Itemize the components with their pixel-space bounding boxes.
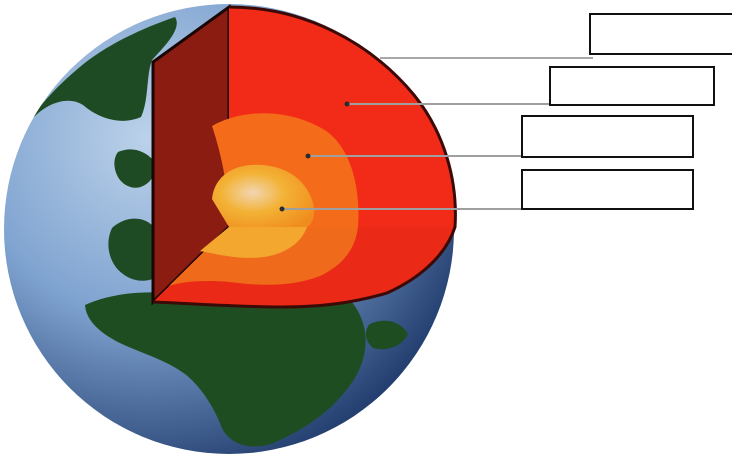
inner-core-pointer-dot (279, 206, 285, 212)
inner-core-label-box[interactable] (521, 169, 694, 210)
mantle-pointer-dot (344, 101, 350, 107)
iberia-landmass (108, 218, 155, 281)
outer-core-label-box[interactable] (521, 115, 694, 158)
inner-core-lower-face (200, 227, 307, 258)
mantle-label-box[interactable] (549, 66, 715, 106)
wedge-outline (152, 5, 457, 309)
inner-core-layer (212, 164, 315, 227)
outer-core-pointer-dot (305, 153, 311, 159)
africa-landmass (85, 292, 366, 447)
crust-label-box[interactable] (589, 13, 732, 55)
cutaway-wedge (151, 4, 457, 309)
atlantic-island (114, 149, 155, 188)
north-america-landmass (14, 17, 177, 145)
earth-globe (4, 4, 698, 454)
arabia-landmass (365, 320, 408, 350)
continents (14, 17, 408, 447)
